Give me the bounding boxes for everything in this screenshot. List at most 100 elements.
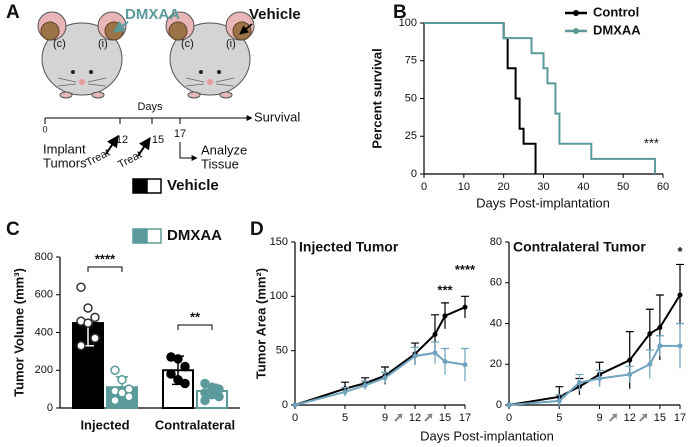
significance-bracket [87, 266, 123, 272]
y-tick-label: 0 [411, 168, 417, 180]
mouse [165, 11, 255, 99]
event-label: Tumors [43, 155, 87, 170]
y-axis-label: Tumor Volume (mm³) [11, 268, 26, 397]
event-label: Implant [43, 141, 86, 156]
significance-label: **** [95, 251, 116, 266]
treatment-arrow [641, 414, 647, 419]
y-tick-label: 80 [490, 236, 502, 248]
data-point [657, 343, 663, 349]
data-point [627, 371, 633, 377]
site-label: (c) [181, 38, 194, 50]
x-tick-label: 9 [382, 412, 388, 424]
annotation: * [677, 244, 683, 259]
arrow [239, 23, 253, 35]
y-tick-label: 150 [270, 236, 288, 248]
survival-line [424, 22, 657, 174]
x-axis-label: Days Post-implantation [476, 195, 610, 210]
y-tick-label: 800 [35, 251, 53, 263]
legend-swatch [132, 228, 148, 244]
legend-swatch [132, 178, 148, 194]
data-line [508, 294, 681, 406]
timeline-unit: Days [137, 101, 163, 113]
x-tick-label: 0 [421, 181, 427, 193]
legend-swatch [146, 178, 162, 194]
x-tick-label: 15 [439, 412, 451, 424]
x-axis-label: Days Post-implantation [420, 428, 554, 443]
data-point [180, 378, 190, 389]
x-tick-label: 50 [617, 181, 629, 193]
x-tick-label: 10 [458, 181, 470, 193]
data-point [110, 395, 120, 406]
x-tick-label: 40 [577, 181, 589, 193]
x-tick-label: Contralateral [155, 417, 235, 432]
data-point [462, 362, 468, 368]
y-tick-label: 100 [399, 17, 417, 29]
data-point [214, 391, 224, 402]
panel-title: Injected Tumor [299, 239, 399, 255]
data-point [83, 303, 93, 313]
y-tick-label: 0 [47, 402, 53, 414]
annotation: *** [644, 135, 659, 150]
treatment-label: DMXAA [125, 6, 180, 23]
y-tick-label: 75 [405, 55, 417, 67]
panel-title: Contralateral Tumor [513, 239, 646, 255]
x-tick-label: 0 [506, 412, 512, 424]
timeline-day: 15 [152, 134, 164, 146]
y-tick-label: 0 [282, 399, 288, 411]
y-tick-label: 20 [490, 358, 502, 370]
data-point [117, 374, 127, 385]
x-tick-label: 5 [342, 412, 348, 424]
panel-label: D [250, 219, 264, 240]
data-point [382, 375, 388, 381]
data-point [292, 402, 298, 408]
x-tick-label: 17 [459, 412, 471, 424]
x-tick-label: 15 [654, 412, 666, 424]
legend-label: DMXAA [167, 227, 222, 244]
legend-swatch [573, 28, 579, 34]
y-tick-label: 400 [35, 326, 53, 338]
x-tick-label: 30 [537, 181, 549, 193]
y-tick-label: 50 [276, 345, 288, 357]
y-tick-label: 600 [35, 289, 53, 301]
data-point [83, 318, 93, 328]
data-point [657, 325, 663, 331]
data-point [442, 359, 448, 365]
data-point [412, 353, 418, 359]
timeline-day: 0 [42, 124, 47, 134]
data-point [442, 313, 448, 319]
data-point [462, 304, 468, 310]
legend-swatch [573, 10, 579, 16]
data-point [76, 282, 86, 292]
data-point [556, 398, 562, 404]
y-tick-label: 200 [35, 364, 53, 376]
data-point [90, 312, 100, 323]
arrow [105, 135, 119, 155]
data-point [432, 331, 438, 337]
data-point [90, 333, 100, 343]
data-point [576, 380, 582, 386]
treatment-arrow [427, 414, 432, 419]
y-axis-label: Tumor Area (mm²) [253, 268, 268, 379]
treatment-arrow [397, 414, 402, 419]
x-tick-label: 9 [596, 412, 602, 424]
site-label: (c) [53, 38, 66, 50]
legend-label: DMXAA [593, 22, 641, 37]
x-tick-label: 12 [409, 412, 421, 424]
data-point [200, 395, 210, 406]
x-tick-label: 12 [624, 412, 636, 424]
data-point [677, 292, 683, 298]
annotation: *** [437, 282, 453, 297]
data-point [76, 340, 86, 351]
site-label: (i) [226, 38, 236, 50]
data-point [627, 357, 633, 363]
y-tick-label: 50 [405, 92, 417, 104]
data-point [432, 350, 438, 356]
timeline-day: 17 [174, 128, 186, 140]
data-point [677, 343, 683, 349]
data-point [342, 389, 348, 395]
timeline-end: Survival [254, 109, 300, 124]
data-point [180, 361, 190, 372]
x-tick-label: Injected [80, 417, 129, 432]
legend-label: Control [593, 4, 639, 19]
